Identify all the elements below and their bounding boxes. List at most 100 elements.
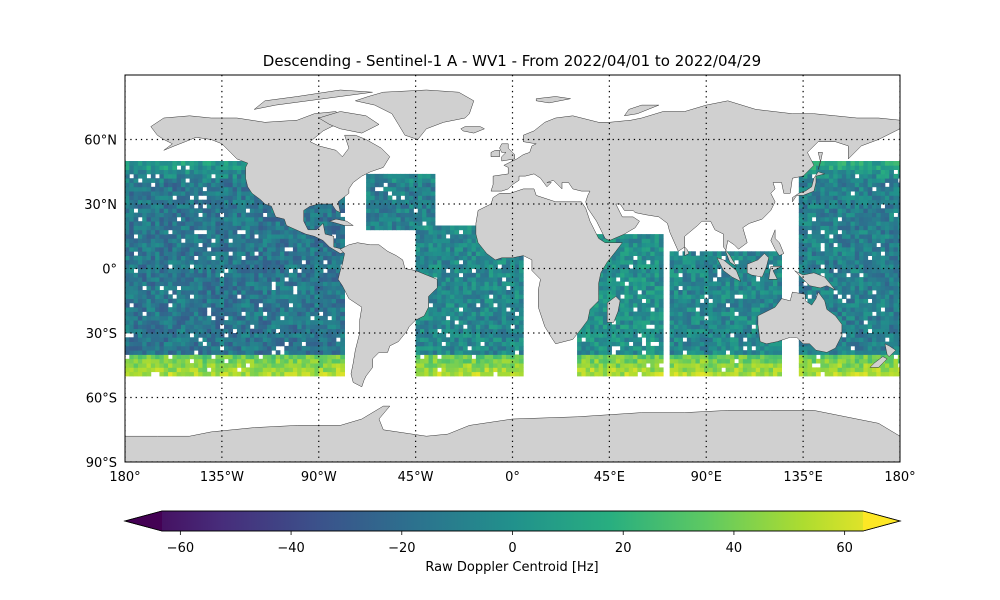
data-cell	[633, 259, 638, 265]
data-cell	[245, 251, 251, 256]
data-cell	[673, 255, 679, 261]
data-cell	[262, 315, 268, 321]
data-cell	[450, 238, 455, 244]
data-cell	[340, 358, 345, 364]
data-cell	[391, 173, 397, 179]
data-cell	[514, 264, 520, 269]
data-cell	[241, 268, 246, 274]
data-cell	[176, 247, 182, 252]
data-cell	[742, 259, 748, 265]
data-cell	[327, 371, 333, 377]
data-cell	[669, 281, 675, 287]
data-cell	[241, 320, 246, 325]
data-cell	[729, 315, 735, 321]
data-cell	[185, 290, 190, 295]
data-cell	[314, 259, 320, 265]
data-cell	[615, 341, 621, 347]
data-cell	[267, 320, 272, 325]
data-cell	[232, 264, 238, 269]
data-cell	[426, 173, 432, 179]
data-cell	[185, 371, 190, 377]
data-cell	[594, 363, 600, 368]
data-cell	[424, 367, 429, 373]
data-cell	[658, 255, 664, 261]
data-cell	[314, 212, 320, 218]
data-cell	[172, 182, 178, 188]
data-cell	[501, 315, 507, 321]
data-cell	[422, 173, 427, 179]
data-cell	[323, 204, 328, 209]
data-cell	[628, 251, 634, 256]
data-cell	[202, 221, 208, 226]
data-cell	[335, 229, 341, 235]
data-cell	[262, 247, 268, 252]
data-cell	[125, 221, 130, 226]
data-cell	[391, 178, 397, 183]
data-cell	[686, 358, 692, 364]
data-cell	[245, 225, 251, 231]
data-cell	[441, 345, 447, 351]
data-cell	[168, 178, 173, 183]
data-cell	[189, 324, 195, 330]
data-cell	[202, 173, 208, 179]
data-cell	[747, 354, 752, 360]
data-cell	[331, 341, 337, 347]
data-cell	[430, 178, 436, 183]
data-cell	[695, 371, 701, 377]
data-cell	[189, 165, 195, 170]
data-cell	[206, 225, 212, 231]
data-cell	[669, 272, 675, 278]
data-cell	[206, 337, 212, 342]
data-cell	[633, 363, 638, 368]
data-cell	[133, 259, 139, 265]
data-cell	[301, 345, 307, 351]
data-cell	[454, 345, 460, 351]
data-cell	[288, 290, 294, 295]
data-cell	[637, 259, 643, 265]
data-cell	[577, 337, 582, 342]
data-cell	[602, 345, 608, 351]
data-cell	[764, 302, 770, 308]
data-cell	[506, 345, 511, 351]
data-cell	[314, 363, 320, 368]
data-cell	[432, 264, 438, 269]
data-cell	[301, 272, 307, 278]
data-cell	[374, 204, 380, 209]
data-cell	[682, 302, 688, 308]
data-cell	[137, 272, 143, 278]
data-cell	[249, 371, 255, 377]
data-cell	[215, 350, 221, 355]
data-cell	[497, 350, 503, 355]
data-cell	[262, 307, 268, 312]
data-cell	[318, 277, 324, 282]
data-cell	[445, 255, 451, 261]
data-cell	[441, 324, 447, 330]
data-cell	[721, 251, 727, 256]
data-cell	[760, 290, 765, 295]
data-cell	[125, 363, 130, 368]
data-cell	[155, 191, 160, 196]
data-cell	[428, 298, 434, 304]
data-cell	[215, 320, 221, 325]
data-cell	[807, 173, 813, 179]
data-cell	[310, 345, 315, 351]
data-cell	[224, 320, 229, 325]
data-cell	[734, 251, 739, 256]
data-cell	[768, 371, 774, 377]
data-cell	[288, 350, 294, 355]
data-cell	[150, 294, 156, 299]
data-cell	[590, 315, 595, 321]
data-cell	[297, 281, 302, 287]
data-cell	[249, 229, 255, 235]
data-cell	[189, 238, 195, 244]
data-cell	[245, 341, 251, 347]
data-cell	[428, 229, 434, 235]
data-cell	[262, 204, 268, 209]
data-cell	[598, 285, 604, 291]
data-cell	[462, 302, 468, 308]
data-cell	[198, 225, 203, 231]
data-cell	[137, 345, 143, 351]
data-cell	[811, 268, 817, 274]
data-cell	[137, 255, 143, 261]
data-cell	[751, 358, 757, 364]
